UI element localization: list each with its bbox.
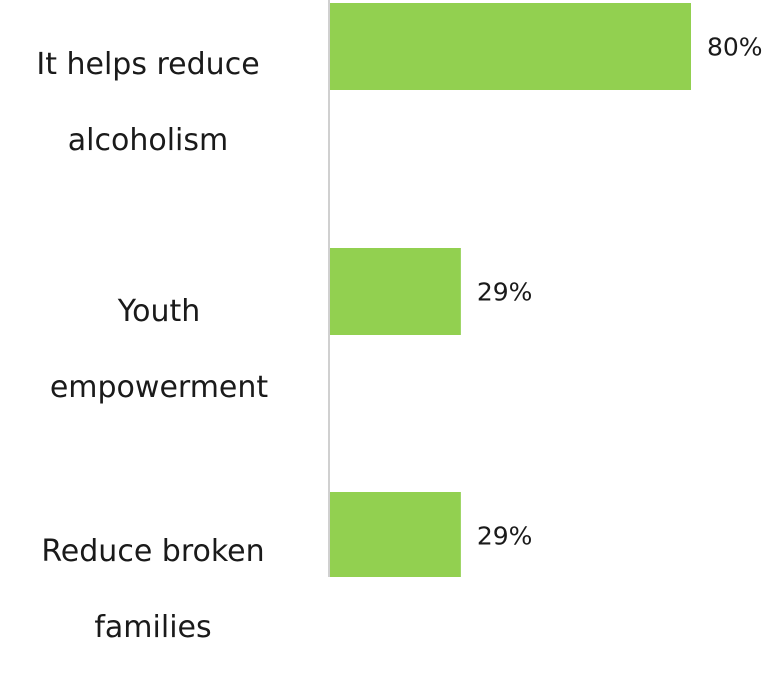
bar-2: [330, 492, 461, 577]
plot-area: 80% 29% 29%: [328, 0, 763, 577]
category-label-2-line-1: families: [94, 610, 212, 645]
bar-chart: It helps reduce alcoholism Youth empower…: [0, 0, 763, 645]
bar-0: [330, 3, 691, 90]
category-label-1-line-1: empowerment: [49, 370, 269, 405]
category-label-1: Youth empowerment: [9, 255, 309, 445]
category-label-0: It helps reduce alcoholism: [0, 8, 298, 198]
category-label-0-line-0: It helps reduce: [36, 47, 260, 82]
data-label-0: 80%: [707, 33, 763, 62]
category-label-2-line-0: Reduce broken: [41, 534, 265, 569]
category-label-0-line-1: alcoholism: [67, 123, 229, 158]
category-label-1-line-0: Youth: [117, 294, 201, 329]
bar-1: [330, 248, 461, 335]
data-label-1: 29%: [477, 278, 533, 307]
data-label-2: 29%: [477, 522, 533, 551]
